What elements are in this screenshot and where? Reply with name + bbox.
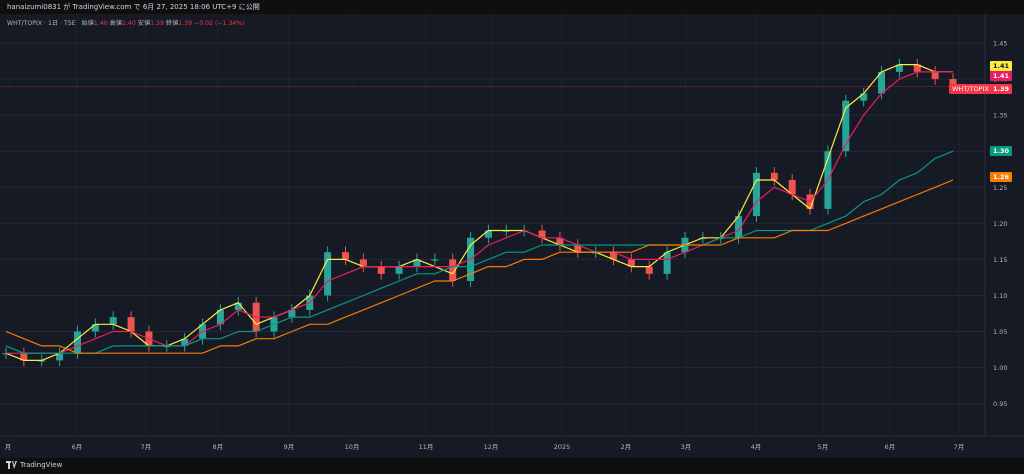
candle-body	[556, 237, 564, 245]
y-tick-label: 1.00	[993, 364, 1007, 372]
candle-body	[234, 302, 242, 310]
candle-body	[895, 64, 903, 72]
candle-body	[663, 252, 671, 274]
x-tick-label: 9月	[284, 443, 295, 451]
candle-body	[181, 338, 189, 346]
ma-pink-value: 1.41	[993, 72, 1010, 80]
tradingview-logo[interactable]: TradingView	[6, 461, 62, 469]
candle-body	[341, 252, 349, 260]
chart-area[interactable]: 1.45 1.40 1.35 1.30 1.25 1.20 1.15 1.10 1.05 1.00…	[0, 14, 1024, 458]
candle-body	[627, 259, 635, 267]
x-tick-label: 6月	[885, 443, 896, 451]
x-tick-label: 2025	[554, 443, 571, 451]
candle-body	[502, 230, 510, 232]
candle-body	[449, 259, 457, 282]
candle-body	[878, 71, 886, 94]
ma-orange-line	[5, 179, 954, 354]
candle-body	[949, 79, 957, 87]
candle-body	[359, 259, 367, 267]
candle-body	[735, 216, 743, 238]
x-tick-label: 12月	[484, 443, 499, 451]
candle-body	[770, 172, 778, 181]
x-tick-label: 8月	[213, 443, 224, 451]
low-value: 1.39	[150, 20, 164, 27]
y-tick-label: 1.15	[993, 256, 1007, 264]
y-tick-label: 1.25	[993, 184, 1007, 192]
footer-bar: TradingView	[0, 458, 1024, 474]
ma-pink-line	[6, 71, 953, 354]
candle-body	[127, 317, 135, 332]
ma-orange-price-tag: 1.26	[990, 172, 1013, 182]
candle-body	[377, 266, 385, 274]
symbol-name-value: WHT/TOPIX	[952, 85, 989, 93]
y-tick-label: 1.10	[993, 292, 1007, 300]
candle-body	[431, 259, 439, 261]
x-tick-label: 4月	[751, 443, 762, 451]
tradingview-logo-icon	[6, 461, 17, 469]
candle-body	[216, 309, 224, 325]
candle-body	[860, 93, 868, 101]
x-tick-label: 3月	[681, 443, 692, 451]
high-label: 高値	[109, 20, 123, 27]
candle-body	[324, 252, 332, 296]
last-price-tag: 1.39	[990, 84, 1013, 94]
ma-yellow-line	[5, 63, 953, 361]
ma-pink-price-tag: 1.41	[990, 71, 1013, 81]
y-tick-label: 1.20	[993, 220, 1007, 228]
y-tick-label: 1.05	[993, 328, 1007, 336]
candle-body	[538, 230, 546, 238]
candle-body	[842, 100, 850, 152]
ma-teal-value: 1.30	[993, 147, 1010, 155]
publish-line: hanaizumi0831 が TradingView.com で 6月 27,…	[7, 3, 260, 11]
candle-body	[788, 180, 796, 195]
candle-body	[413, 259, 421, 267]
symbol-name-tag: WHT/TOPIX	[949, 84, 992, 94]
x-tick-label: 11月	[419, 443, 434, 451]
candle-body	[20, 353, 28, 361]
candle-body	[752, 172, 760, 217]
price-chart-svg[interactable]: 1.45 1.40 1.35 1.30 1.25 1.20 1.15 1.10 1.05 1.00…	[0, 14, 1024, 458]
ma-yellow-value: 1.41	[993, 62, 1010, 70]
candle-body	[645, 266, 653, 274]
y-tick-label: 1.35	[993, 112, 1007, 120]
candle-body	[395, 266, 403, 274]
candle-body	[73, 331, 81, 354]
y-tick-label: 0.95	[993, 400, 1007, 408]
publish-header: hanaizumi0831 が TradingView.com で 6月 27,…	[0, 0, 1024, 14]
y-tick-label: 1.45	[993, 40, 1007, 48]
candle-body	[610, 252, 618, 260]
x-tick-label: 7月	[141, 443, 152, 451]
close-value: 1.39	[178, 20, 193, 27]
open-value: 1.40	[93, 20, 108, 27]
open-label: 始値	[81, 20, 94, 27]
x-tick-label: 6月	[72, 443, 83, 451]
symbol-line: WHT/TOPIX · 1日 · TSE	[7, 20, 76, 27]
close-label: 終値	[165, 20, 179, 27]
candle-body	[56, 353, 64, 361]
x-tick-label: 5月	[818, 443, 829, 451]
candle-body	[288, 309, 296, 318]
candle-body	[913, 64, 921, 72]
candle-body	[574, 244, 582, 253]
candle-body	[484, 230, 492, 238]
candle-body	[931, 71, 939, 80]
ma-teal-price-tag: 1.30	[990, 146, 1013, 156]
symbol-legend: WHT/TOPIX · 1日 · TSE 始値1.40 高値1.40 安値1.3…	[7, 18, 245, 27]
last-price-value: 1.39	[993, 85, 1010, 93]
candle-body	[91, 324, 99, 332]
ma-orange-value: 1.26	[993, 173, 1010, 181]
low-label: 安値	[137, 20, 151, 27]
x-tick-label: 2月	[621, 443, 632, 451]
high-value: 1.40	[122, 20, 136, 27]
ma-yellow-price-tag: 1.41	[990, 61, 1013, 71]
candle-body	[163, 345, 171, 348]
change-value: −0.02 (−1.34%)	[194, 20, 245, 27]
candle-body	[109, 317, 117, 325]
x-tick-label: 7月	[954, 443, 965, 451]
x-tick-label: 10月	[345, 443, 360, 451]
brand-name: TradingView	[20, 461, 63, 469]
x-tick-label: 月	[5, 443, 12, 451]
